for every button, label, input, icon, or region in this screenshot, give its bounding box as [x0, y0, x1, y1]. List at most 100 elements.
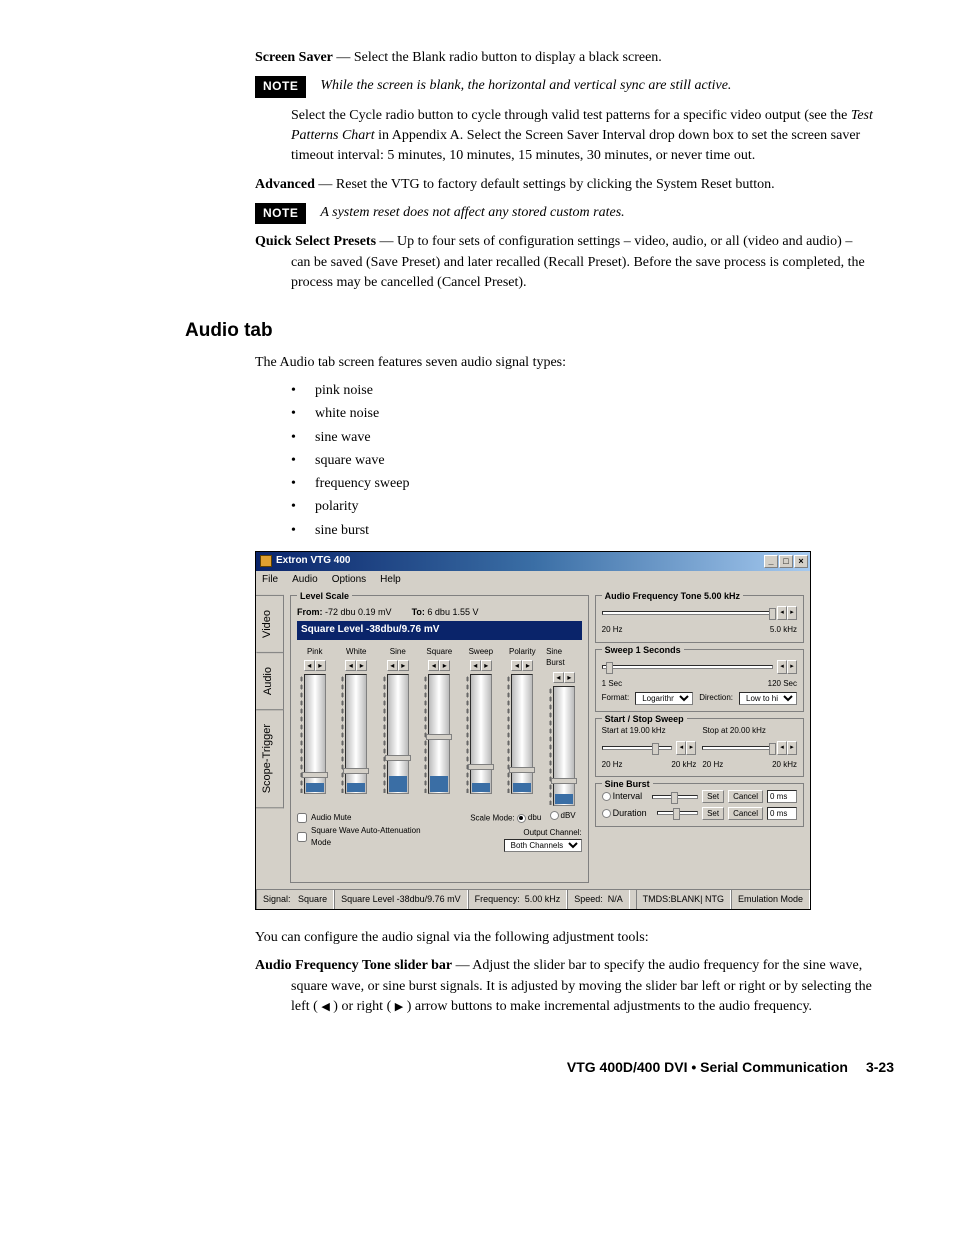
sine-burst-legend: Sine Burst — [602, 778, 653, 791]
interval-set-button[interactable]: Set — [702, 790, 724, 803]
sweep-group: Sweep 1 Seconds ◂▸ 1 Sec120 Sec Format: … — [595, 649, 804, 713]
step-right-button[interactable]: ▸ — [315, 660, 326, 671]
window-title: Extron VTG 400 — [276, 554, 350, 569]
audio-list-item: white noise — [291, 404, 874, 424]
step-right-button[interactable]: ▸ — [356, 660, 367, 671]
output-channel-select[interactable]: Both Channels — [504, 839, 582, 852]
audio-list-item: sine burst — [291, 521, 874, 541]
level-scale-group: Level Scale From: -72 dbu 0.19 mV To: 6 … — [290, 595, 589, 883]
stop-right-button[interactable]: ▸ — [787, 741, 797, 755]
audio-mute-label: Audio Mute — [311, 812, 351, 824]
menu-item[interactable]: Audio — [292, 573, 318, 588]
audio-mute-checkbox[interactable] — [297, 813, 307, 823]
vertical-slider[interactable] — [387, 674, 409, 794]
audio-tab-heading: Audio tab — [185, 317, 894, 345]
audio-list-item: square wave — [291, 451, 874, 471]
level-scale-legend: Level Scale — [297, 590, 352, 603]
advanced-para: Advanced — Reset the VTG to factory defa… — [255, 175, 874, 195]
sweep-format-select[interactable]: Logarithmic — [635, 692, 693, 705]
freq-tone-slider[interactable] — [602, 611, 773, 615]
level-slider-square: Square◂▸ — [422, 646, 458, 806]
note-badge: NOTE — [255, 76, 306, 97]
menu-item[interactable]: Help — [380, 573, 401, 588]
step-right-button[interactable]: ▸ — [398, 660, 409, 671]
start-left-button[interactable]: ◂ — [676, 741, 686, 755]
vertical-slider[interactable] — [345, 674, 367, 794]
duration-slider[interactable] — [657, 811, 698, 815]
menu-item[interactable]: File — [262, 573, 278, 588]
interval-cancel-button[interactable]: Cancel — [728, 790, 763, 803]
audio-list-item: frequency sweep — [291, 474, 874, 494]
vertical-slider[interactable] — [428, 674, 450, 794]
menu-item[interactable]: Options — [332, 573, 366, 588]
audio-intro: The Audio tab screen features seven audi… — [255, 353, 874, 373]
sweep-left-button[interactable]: ◂ — [777, 660, 787, 674]
close-button[interactable]: × — [794, 555, 808, 568]
step-left-button[interactable]: ◂ — [387, 660, 398, 671]
sine-burst-group: Sine Burst Interval Set Cancel Duration … — [595, 783, 804, 826]
tab-video[interactable]: Video — [256, 595, 284, 653]
note-badge: NOTE — [255, 203, 306, 224]
audio-list-item: polarity — [291, 497, 874, 517]
freq-right-button[interactable]: ▸ — [787, 606, 797, 620]
start-stop-legend: Start / Stop Sweep — [602, 713, 687, 726]
step-right-button[interactable]: ▸ — [481, 660, 492, 671]
step-right-button[interactable]: ▸ — [439, 660, 450, 671]
start-slider[interactable] — [602, 746, 673, 750]
stop-left-button[interactable]: ◂ — [777, 741, 787, 755]
footer-page: 3-23 — [866, 1057, 894, 1077]
cycle-para: Select the Cycle radio button to cycle t… — [291, 106, 874, 167]
side-tabs: VideoAudioScope-Trigger — [256, 589, 284, 889]
step-left-button[interactable]: ◂ — [470, 660, 481, 671]
audio-signal-list: pink noisewhite noisesine wavesquare wav… — [291, 381, 874, 541]
title-bar[interactable]: Extron VTG 400 _ □ × — [256, 552, 810, 571]
vertical-slider[interactable] — [553, 686, 575, 806]
freq-tone-group: Audio Frequency Tone 5.00 kHz ◂▸ 20 Hz5.… — [595, 595, 804, 643]
stop-slider[interactable] — [702, 746, 773, 750]
tab-audio[interactable]: Audio — [256, 652, 284, 710]
sq-atten-checkbox[interactable] — [297, 832, 307, 842]
level-readout: Square Level -38dbu/9.76 mV — [297, 621, 582, 640]
step-left-button[interactable]: ◂ — [428, 660, 439, 671]
start-stop-group: Start / Stop Sweep Start at 19.00 kHz ◂▸… — [595, 718, 804, 777]
duration-set-button[interactable]: Set — [702, 807, 724, 820]
sq-atten-label: Square Wave Auto-Attenuation Mode — [311, 825, 440, 848]
interval-value[interactable] — [767, 790, 797, 803]
maximize-button[interactable]: □ — [779, 555, 793, 568]
duration-value[interactable] — [767, 807, 797, 820]
vertical-slider[interactable] — [470, 674, 492, 794]
freq-left-button[interactable]: ◂ — [777, 606, 787, 620]
configure-para: You can configure the audio signal via t… — [255, 928, 874, 948]
level-slider-polarity: Polarity◂▸ — [505, 646, 541, 806]
duration-cancel-button[interactable]: Cancel — [728, 807, 763, 820]
audio-list-item: pink noise — [291, 381, 874, 401]
app-icon — [260, 555, 272, 567]
start-right-button[interactable]: ▸ — [686, 741, 696, 755]
vertical-slider[interactable] — [304, 674, 326, 794]
screen-saver-para: Screen Saver — Select the Blank radio bu… — [255, 48, 874, 68]
step-right-button[interactable]: ▸ — [564, 672, 575, 683]
level-slider-sweep: Sweep◂▸ — [463, 646, 499, 806]
step-left-button[interactable]: ◂ — [553, 672, 564, 683]
level-slider-sine-burst: Sine Burst◂▸ — [546, 646, 582, 806]
step-left-button[interactable]: ◂ — [511, 660, 522, 671]
scale-mode-dbv[interactable]: dBV — [550, 810, 576, 822]
sweep-direction-select[interactable]: Low to high — [739, 692, 797, 705]
sweep-legend: Sweep 1 Seconds — [602, 644, 684, 657]
scale-mode-dbu[interactable]: dbu — [517, 812, 541, 824]
interval-radio[interactable]: Interval — [602, 790, 643, 803]
status-bar: Signal: Square Square Level -38dbu/9.76 … — [256, 889, 810, 909]
duration-radio[interactable]: Duration — [602, 807, 647, 820]
interval-slider[interactable] — [652, 795, 698, 799]
sweep-slider[interactable] — [602, 665, 773, 669]
sweep-right-button[interactable]: ▸ — [787, 660, 797, 674]
step-left-button[interactable]: ◂ — [345, 660, 356, 671]
step-left-button[interactable]: ◂ — [304, 660, 315, 671]
right-arrow-icon: ▶ — [395, 1001, 403, 1013]
footer-title: VTG 400D/400 DVI • Serial Communication — [567, 1057, 848, 1077]
vertical-slider[interactable] — [511, 674, 533, 794]
step-right-button[interactable]: ▸ — [522, 660, 533, 671]
tab-scope-trigger[interactable]: Scope-Trigger — [256, 709, 284, 808]
minimize-button[interactable]: _ — [764, 555, 778, 568]
note-text: A system reset does not affect any store… — [320, 203, 624, 223]
